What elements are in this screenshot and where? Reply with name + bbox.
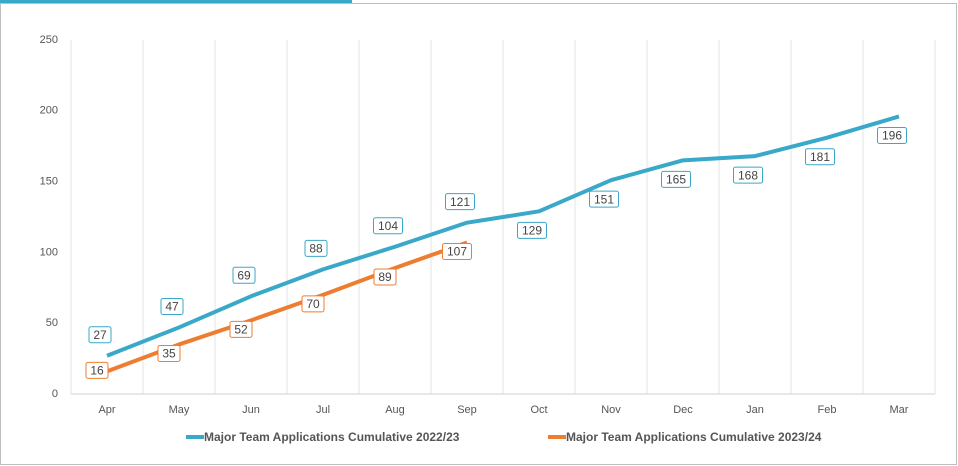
data-label-box [589,190,619,208]
data-label-box [877,126,907,144]
data-label: 88 [309,242,323,256]
legend-label: Major Team Applications Cumulative 2023/… [566,430,822,444]
data-label-box [733,166,763,184]
data-label-box [232,266,256,284]
x-tick-label: Mar [890,404,909,416]
series-line [106,114,900,358]
data-label: 69 [237,268,251,282]
y-tick-label: 100 [40,246,58,258]
data-label: 89 [378,270,392,284]
x-tick-label: Jul [316,404,330,416]
data-label-box [373,217,403,235]
data-label: 70 [306,297,320,311]
data-label-box [445,193,475,211]
x-tick-label: Nov [601,404,621,416]
data-label: 52 [234,323,248,337]
data-label: 129 [522,224,542,238]
x-tick-label: Feb [818,404,837,416]
data-label-box [301,295,325,313]
y-tick-label: 50 [46,317,58,329]
data-label-box [160,297,184,315]
data-label-box [88,326,112,344]
chart-frame [0,3,957,465]
data-label-box [229,320,253,338]
data-label-box [517,221,547,239]
data-label: 104 [378,219,398,233]
data-label: 107 [447,245,467,259]
x-tick-label: May [169,404,190,416]
data-label-box [304,239,328,257]
x-tick-label: Sep [457,404,477,416]
data-label-box [805,148,835,166]
x-tick-label: Oct [530,404,547,416]
y-tick-label: 150 [40,176,58,188]
x-tick-label: Dec [673,404,693,416]
x-tick-label: Aug [385,404,405,416]
data-label-box [157,344,181,362]
data-label: 27 [93,328,107,342]
y-tick-label: 250 [40,34,58,46]
data-label: 16 [90,364,104,378]
data-label-box [373,268,397,286]
data-label-box [85,361,109,379]
data-label: 181 [810,150,830,164]
y-tick-label: 200 [40,105,58,117]
x-tick-label: Jan [746,404,764,416]
data-label: 165 [666,173,686,187]
x-tick-label: Jun [242,404,260,416]
data-label: 47 [165,300,179,314]
data-label: 35 [162,347,176,361]
header-bar [0,0,352,3]
x-tick-label: Apr [98,404,115,416]
data-label: 196 [882,129,902,143]
data-label: 151 [594,192,614,206]
y-tick-label: 0 [52,388,58,400]
data-label-box [442,242,472,260]
data-label: 121 [450,195,470,209]
data-label: 168 [738,168,758,182]
data-label-box [661,170,691,188]
legend-label: Major Team Applications Cumulative 2022/… [204,430,460,444]
